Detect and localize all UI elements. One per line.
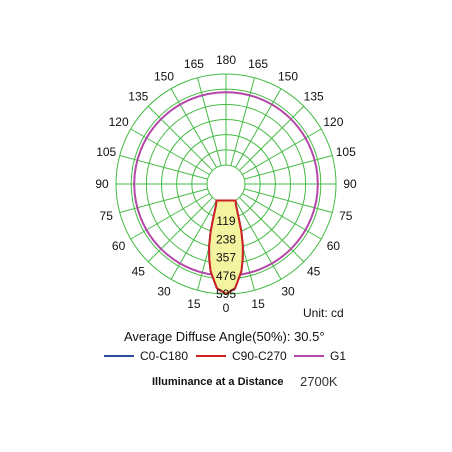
angle-tick-label: 165 bbox=[184, 57, 204, 71]
radial-tick-label: 357 bbox=[216, 251, 236, 265]
grid-spoke bbox=[239, 105, 305, 171]
radial-tick-label: 238 bbox=[216, 232, 236, 246]
angle-tick-label: 75 bbox=[339, 209, 353, 223]
angle-tick-label: 15 bbox=[187, 297, 201, 311]
unit-label: Unit: cd bbox=[303, 306, 344, 320]
legend-label: C90-C270 bbox=[232, 349, 287, 363]
angle-tick-label: 60 bbox=[327, 239, 341, 253]
angle-tick-label: 105 bbox=[96, 145, 116, 159]
angle-tick-label: 135 bbox=[304, 89, 324, 103]
grid-spoke bbox=[119, 188, 208, 213]
angle-tick-label: 180 bbox=[216, 53, 236, 67]
angle-tick-label: 135 bbox=[128, 89, 148, 103]
footer-cct: 2700K bbox=[300, 374, 338, 389]
angle-tick-label: 45 bbox=[132, 265, 146, 279]
legend: C0-C180 C90-C270 G1 bbox=[104, 348, 434, 364]
grid-ring bbox=[206, 164, 246, 204]
grid-spoke bbox=[130, 128, 210, 175]
angle-tick-label: 120 bbox=[323, 115, 343, 129]
average-diffuse-angle: Average Diffuse Angle(50%): 30.5° bbox=[124, 329, 325, 344]
legend-label: C0-C180 bbox=[140, 349, 189, 363]
grid-spoke bbox=[170, 88, 217, 168]
angle-tick-label: 30 bbox=[157, 284, 171, 298]
angle-tick-label: 150 bbox=[154, 70, 174, 84]
angle-tick-label: 15 bbox=[251, 297, 265, 311]
footer-title: Illuminance at a Distance bbox=[152, 376, 284, 388]
grid-spoke bbox=[197, 77, 222, 166]
legend-label: G1 bbox=[330, 349, 347, 363]
angle-tick-label: 150 bbox=[278, 70, 298, 84]
legend-item-c0-c180: C0-C180 bbox=[104, 348, 188, 364]
angle-tick-label: 90 bbox=[343, 177, 357, 191]
grid-spoke bbox=[147, 197, 213, 263]
grid-spoke bbox=[230, 77, 255, 166]
legend-swatch bbox=[104, 355, 134, 357]
grid-spoke bbox=[119, 155, 208, 180]
angle-tick-label: 90 bbox=[95, 177, 109, 191]
radial-tick-label: 595 bbox=[216, 287, 236, 301]
angle-tick-label: 45 bbox=[307, 265, 321, 279]
legend-swatch bbox=[294, 355, 324, 357]
angle-tick-label: 0 bbox=[223, 301, 230, 315]
grid-spoke bbox=[244, 155, 333, 180]
legend-item-g1: G1 bbox=[294, 348, 346, 364]
angle-tick-label: 30 bbox=[281, 284, 295, 298]
grid-spoke bbox=[170, 200, 217, 280]
grid-spoke bbox=[130, 193, 210, 240]
grid-spoke bbox=[147, 105, 213, 171]
angle-tick-label: 165 bbox=[248, 57, 268, 71]
angle-tick-label: 60 bbox=[112, 239, 126, 253]
grid-spoke bbox=[242, 193, 322, 240]
angle-tick-label: 120 bbox=[109, 115, 129, 129]
grid-spoke bbox=[242, 128, 322, 175]
angle-tick-label: 105 bbox=[336, 145, 356, 159]
radial-tick-label: 119 bbox=[216, 214, 235, 228]
grid-spoke bbox=[235, 200, 282, 280]
legend-swatch bbox=[196, 355, 226, 357]
grid-spoke bbox=[239, 197, 305, 263]
grid-spoke bbox=[235, 88, 282, 168]
radial-tick-label: 476 bbox=[216, 269, 236, 283]
angle-tick-label: 75 bbox=[100, 209, 114, 223]
legend-item-c90-c270: C90-C270 bbox=[196, 348, 287, 364]
series-group bbox=[133, 91, 319, 296]
series-c90-c270 bbox=[208, 199, 244, 296]
grid-spoke bbox=[244, 188, 333, 213]
